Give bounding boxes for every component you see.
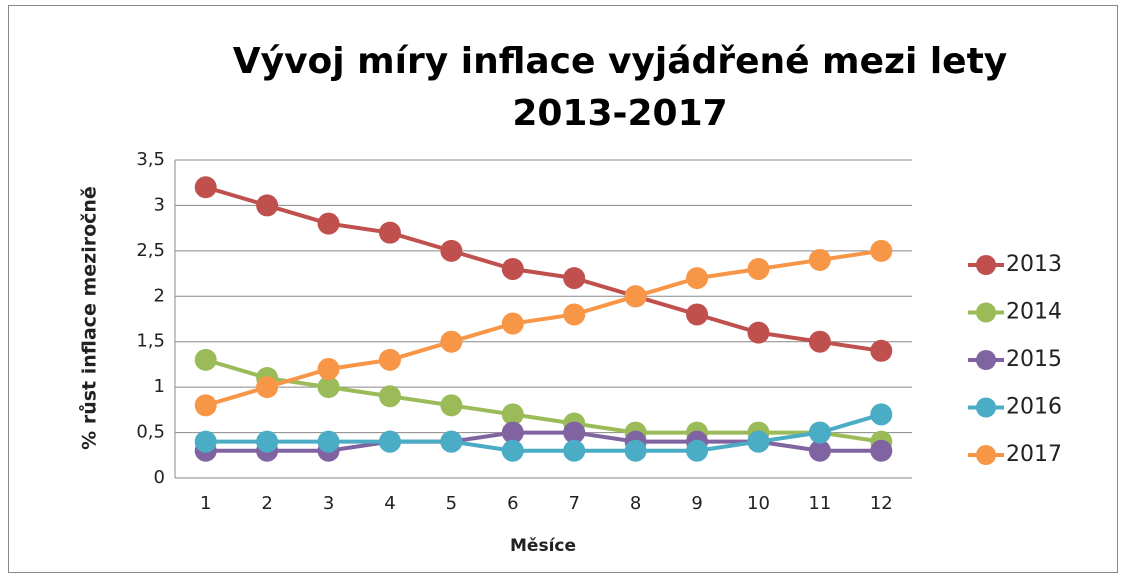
y-tick-label: 0,5 <box>136 422 165 443</box>
data-point <box>378 221 401 244</box>
x-tick-label: 3 <box>323 493 334 514</box>
data-point <box>563 439 586 462</box>
x-tick-label: 2 <box>261 493 272 514</box>
data-point <box>624 439 647 462</box>
data-point <box>501 312 524 335</box>
data-point <box>378 348 401 371</box>
legend-marker <box>976 255 996 275</box>
chart-frame <box>8 5 1118 573</box>
x-tick-label: 5 <box>446 493 457 514</box>
x-tick-label: 4 <box>384 493 395 514</box>
data-point <box>317 212 340 235</box>
x-tick-label: 11 <box>808 493 831 514</box>
data-point <box>747 258 770 281</box>
legend-marker <box>976 302 996 323</box>
data-point <box>440 394 463 417</box>
data-point <box>317 376 340 399</box>
data-point <box>686 267 709 290</box>
data-point <box>686 439 709 462</box>
series-line <box>205 185 882 353</box>
data-point <box>317 430 340 453</box>
data-point <box>686 303 709 326</box>
legend-label: 2016 <box>1006 395 1062 420</box>
legend-label: 2014 <box>1006 300 1062 325</box>
data-point <box>194 430 217 453</box>
legend-marker <box>976 445 996 465</box>
data-point <box>870 403 893 426</box>
y-tick-label: 2 <box>154 285 165 306</box>
series-line <box>205 357 882 444</box>
x-axis-label: Měsíce <box>510 536 576 556</box>
data-point <box>563 421 586 444</box>
x-tick-label: 12 <box>870 493 893 514</box>
data-point <box>501 258 524 281</box>
data-point <box>440 239 463 262</box>
x-tick-label: 9 <box>691 493 702 514</box>
data-point <box>440 430 463 453</box>
data-point <box>563 267 586 290</box>
chart-title: Vývoj míry inflace vyjádřené mezi lety 2… <box>232 41 1008 134</box>
y-axis-label: % růst inflace meziročně <box>78 186 101 450</box>
legend-label: 2017 <box>1006 442 1062 467</box>
y-tick-label: 3 <box>154 194 165 215</box>
data-point <box>256 376 279 399</box>
data-point <box>194 348 217 371</box>
data-point <box>378 430 401 453</box>
x-tick-label: 7 <box>568 493 579 514</box>
data-point <box>194 394 217 417</box>
y-tick-label: 1,5 <box>136 331 165 352</box>
x-tick-label: 6 <box>507 493 518 514</box>
x-tick-label: 1 <box>200 493 211 514</box>
data-point <box>747 321 770 344</box>
data-point <box>440 330 463 353</box>
y-tick-label: 2,5 <box>136 240 165 261</box>
data-point <box>256 430 279 453</box>
data-point <box>808 439 831 462</box>
x-tick-label: 8 <box>630 493 641 514</box>
data-point <box>808 330 831 353</box>
data-point <box>563 303 586 326</box>
data-point <box>317 357 340 380</box>
data-point <box>256 194 279 217</box>
data-point <box>870 339 893 362</box>
data-point <box>747 430 770 453</box>
data-point <box>501 439 524 462</box>
y-tick-label: 3,5 <box>136 149 165 170</box>
data-point <box>870 439 893 462</box>
legend-marker <box>976 350 996 370</box>
y-tick-label: 1 <box>154 376 165 397</box>
legend-label: 2013 <box>1006 252 1062 277</box>
data-point <box>501 421 524 444</box>
data-point <box>808 248 831 271</box>
data-point <box>378 385 401 408</box>
legend-label: 2015 <box>1006 347 1062 372</box>
legend-marker <box>976 397 996 418</box>
data-point <box>194 176 217 199</box>
x-tick-label: 10 <box>747 493 770 514</box>
data-point <box>808 421 831 444</box>
y-tick-label: 0 <box>154 467 165 488</box>
data-point <box>624 285 647 308</box>
data-point <box>870 239 893 262</box>
data-point <box>501 403 524 426</box>
